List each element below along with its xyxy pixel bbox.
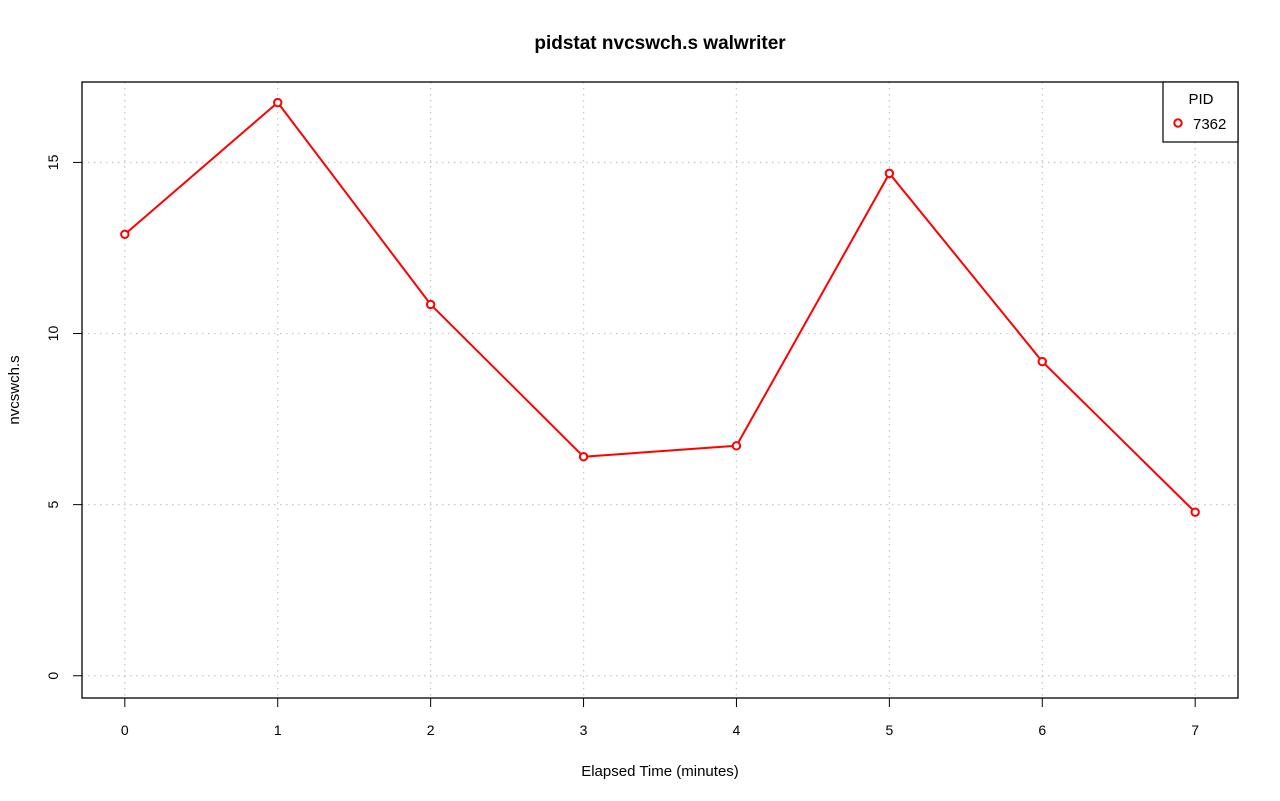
y-tick-label-1: 5 xyxy=(45,501,61,509)
y-tick-label-3: 15 xyxy=(45,154,61,170)
x-axis: 0 1 2 3 4 5 6 7 xyxy=(121,698,1199,738)
y-axis-label: nvcswch.s xyxy=(6,355,23,424)
legend-title: PID xyxy=(1188,91,1213,108)
chart-title: pidstat nvcswch.s walwriter xyxy=(534,33,786,54)
data-point-7362-3 xyxy=(578,452,589,462)
data-point-7362-1 xyxy=(273,97,283,108)
y-axis: 0 5 10 15 xyxy=(45,154,82,680)
legend-marker-7362 xyxy=(1173,118,1183,128)
data-point-7362-4 xyxy=(731,441,742,451)
data-point-7362-6 xyxy=(1037,356,1047,367)
x-tick-label-7: 7 xyxy=(1191,722,1199,738)
series-line-7362 xyxy=(124,101,1196,513)
x-axis-label: Elapsed Time (minutes) xyxy=(581,763,739,780)
y-tick-label-2: 10 xyxy=(45,326,61,342)
x-tick-label-6: 6 xyxy=(1038,722,1046,738)
legend-label-7362: 7362 xyxy=(1193,116,1226,133)
series-layer xyxy=(120,97,1200,517)
data-point-7362-7 xyxy=(1190,507,1200,517)
y-tick-label-0: 0 xyxy=(45,672,61,680)
legend-box xyxy=(1162,81,1239,143)
legend: PID 7362 xyxy=(1162,81,1239,143)
x-tick-label-3: 3 xyxy=(580,722,588,738)
data-point-7362-5 xyxy=(884,168,895,179)
x-tick-label-0: 0 xyxy=(121,722,129,738)
x-tick-label-4: 4 xyxy=(733,722,741,738)
x-tick-label-2: 2 xyxy=(427,722,435,738)
x-tick-label-1: 1 xyxy=(274,722,282,738)
grid-lines xyxy=(82,82,1238,698)
data-point-7362-0 xyxy=(120,229,130,239)
plot-area-frame xyxy=(81,81,1239,699)
x-tick-label-5: 5 xyxy=(885,722,893,738)
data-point-7362-2 xyxy=(425,299,436,310)
